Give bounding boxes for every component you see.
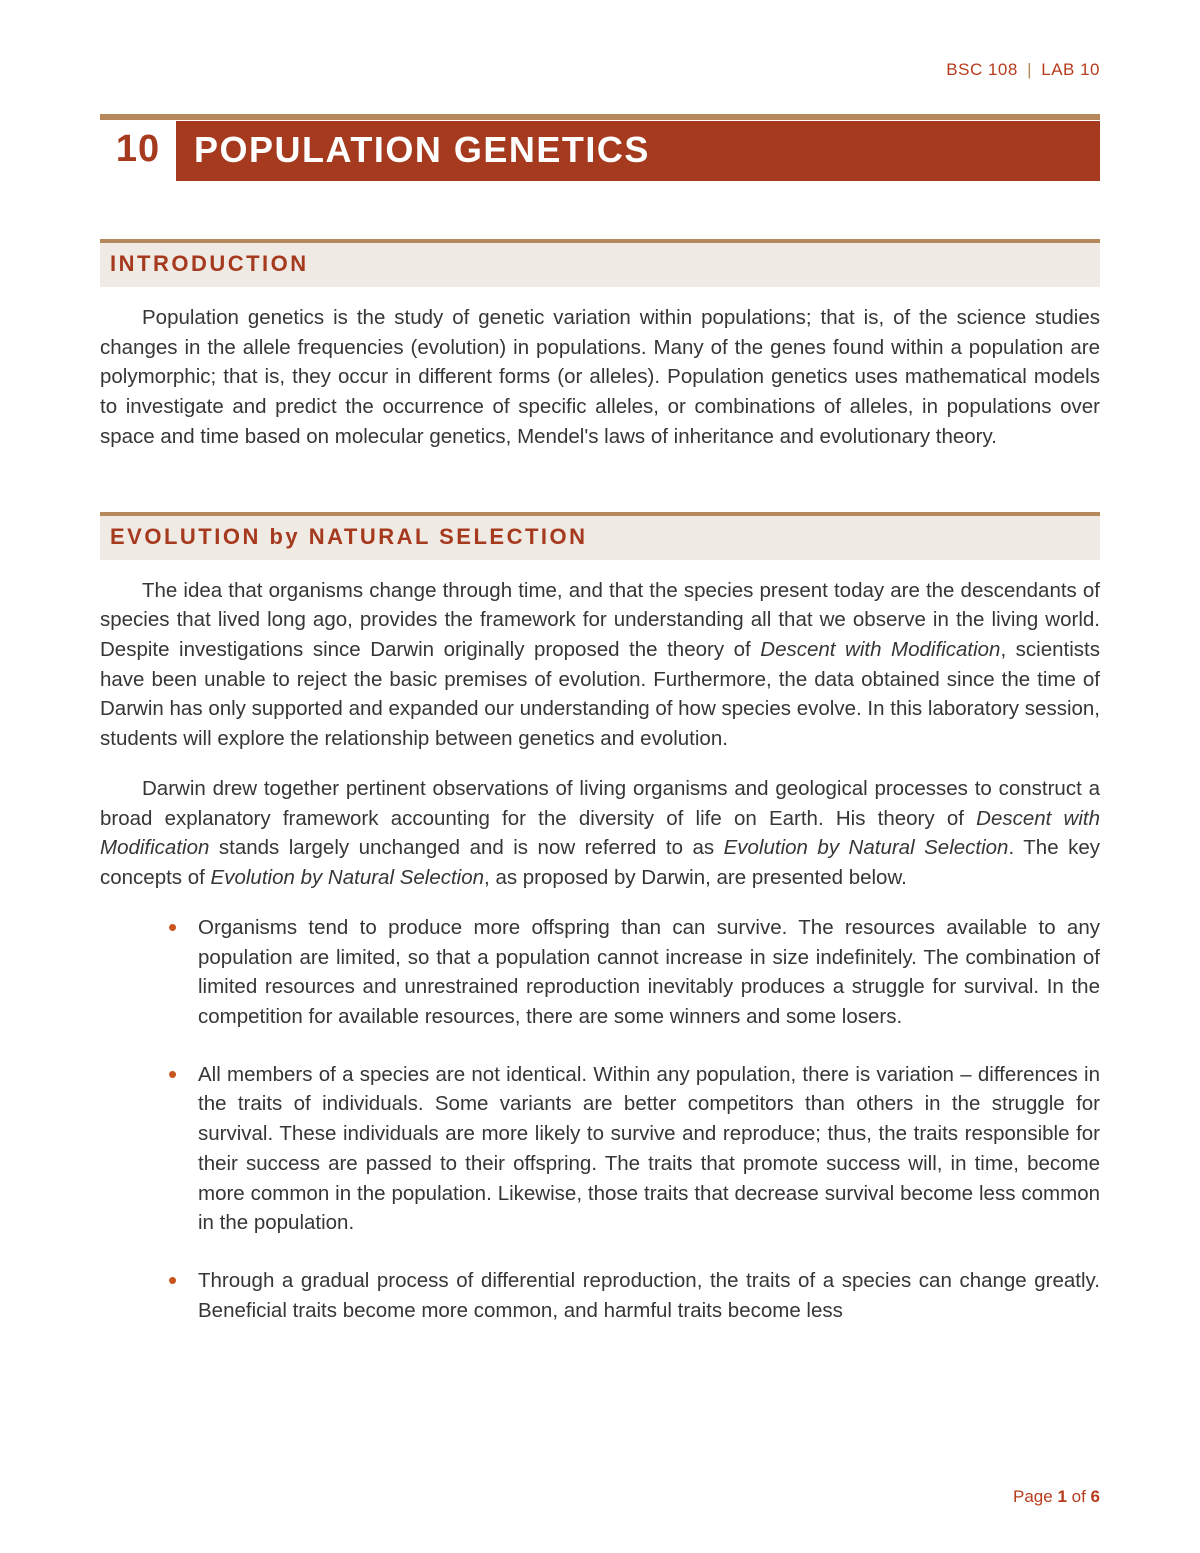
page-footer: Page 1 of 6	[1013, 1487, 1100, 1507]
text-run: stands largely unchanged and is now refe…	[209, 836, 723, 859]
section-title: EVOLUTION by NATURAL SELECTION	[100, 516, 1100, 560]
header-separator: |	[1027, 60, 1032, 79]
title-bar: 10 POPULATION GENETICS	[100, 120, 1100, 181]
italic-term: Evolution by Natural Selection	[724, 836, 1009, 859]
chapter-title: POPULATION GENETICS	[176, 121, 1100, 181]
bullet-list: Organisms tend to produce more offspring…	[100, 913, 1100, 1326]
evolution-paragraph-1: The idea that organisms change through t…	[100, 576, 1100, 754]
evolution-paragraph-2: Darwin drew together pertinent observati…	[100, 774, 1100, 893]
italic-term: Evolution by Natural Selection	[211, 866, 485, 889]
page: BSC 108 | LAB 10 10 POPULATION GENETICS …	[0, 0, 1200, 1403]
section-gap	[100, 472, 1100, 512]
intro-paragraph: Population genetics is the study of gene…	[100, 303, 1100, 452]
italic-term: Descent with Modification	[760, 638, 1000, 661]
title-block: 10 POPULATION GENETICS	[100, 114, 1100, 181]
page-current: 1	[1057, 1487, 1066, 1506]
course-code: BSC 108	[946, 60, 1018, 79]
text-run: Darwin drew together pertinent observati…	[100, 777, 1100, 830]
lab-number: LAB 10	[1041, 60, 1100, 79]
text-run: , as proposed by Darwin, are presented b…	[484, 866, 907, 889]
footer-of: of	[1067, 1487, 1091, 1506]
header-label: BSC 108 | LAB 10	[100, 60, 1100, 80]
chapter-number: 10	[100, 120, 176, 181]
list-item: Through a gradual process of differentia…	[168, 1266, 1100, 1325]
section-heading-intro: INTRODUCTION	[100, 239, 1100, 287]
page-total: 6	[1091, 1487, 1100, 1506]
list-item: All members of a species are not identic…	[168, 1060, 1100, 1238]
list-item: Organisms tend to produce more offspring…	[168, 913, 1100, 1032]
section-title: INTRODUCTION	[100, 243, 1100, 287]
section-heading-evolution: EVOLUTION by NATURAL SELECTION	[100, 512, 1100, 560]
footer-prefix: Page	[1013, 1487, 1057, 1506]
